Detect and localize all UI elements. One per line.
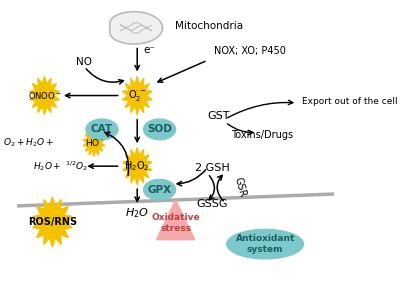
Text: NO: NO — [76, 57, 92, 67]
Text: NOX; XO; P450: NOX; XO; P450 — [214, 46, 286, 56]
Text: CAT: CAT — [91, 124, 113, 134]
Text: e⁻: e⁻ — [143, 45, 155, 55]
Ellipse shape — [227, 229, 304, 259]
Polygon shape — [122, 76, 152, 115]
Text: SOD: SOD — [147, 124, 172, 134]
Text: $O_2 + H_2O+$: $O_2 + H_2O+$ — [2, 136, 53, 149]
Text: GPX: GPX — [148, 185, 172, 195]
Text: $\mathsf{H_2O_2}$: $\mathsf{H_2O_2}$ — [124, 159, 150, 173]
Polygon shape — [156, 200, 195, 240]
Text: $H_2O +\ ^{1/2}O_2$: $H_2O +\ ^{1/2}O_2$ — [33, 159, 88, 173]
Text: Toxins/Drugs: Toxins/Drugs — [231, 130, 293, 140]
Text: GST: GST — [208, 111, 230, 121]
Ellipse shape — [144, 179, 176, 200]
Text: GSR: GSR — [232, 176, 247, 198]
Ellipse shape — [144, 119, 176, 140]
Polygon shape — [83, 129, 105, 157]
Text: GSSG: GSSG — [197, 199, 228, 209]
Polygon shape — [29, 76, 60, 115]
Text: $\mathsf{O_2^{\cdot-}}$: $\mathsf{O_2^{\cdot-}}$ — [128, 88, 146, 103]
Text: Mitochondria: Mitochondria — [175, 21, 243, 31]
Text: Export out of the cell: Export out of the cell — [302, 97, 398, 106]
Text: $H_2O$: $H_2O$ — [125, 206, 149, 220]
Ellipse shape — [86, 119, 118, 140]
Polygon shape — [123, 148, 152, 185]
Text: Antioxidant
system: Antioxidant system — [236, 234, 295, 254]
Polygon shape — [110, 12, 162, 44]
Text: 2 GSH: 2 GSH — [195, 163, 230, 173]
Text: ROS/RNS: ROS/RNS — [28, 217, 77, 227]
Text: Oxidative
stress: Oxidative stress — [151, 213, 200, 233]
Polygon shape — [33, 197, 72, 247]
Text: $\mathsf{HO^\cdot}$: $\mathsf{HO^\cdot}$ — [85, 137, 103, 148]
Text: $\mathsf{ONOO^-}$: $\mathsf{ONOO^-}$ — [28, 90, 61, 101]
